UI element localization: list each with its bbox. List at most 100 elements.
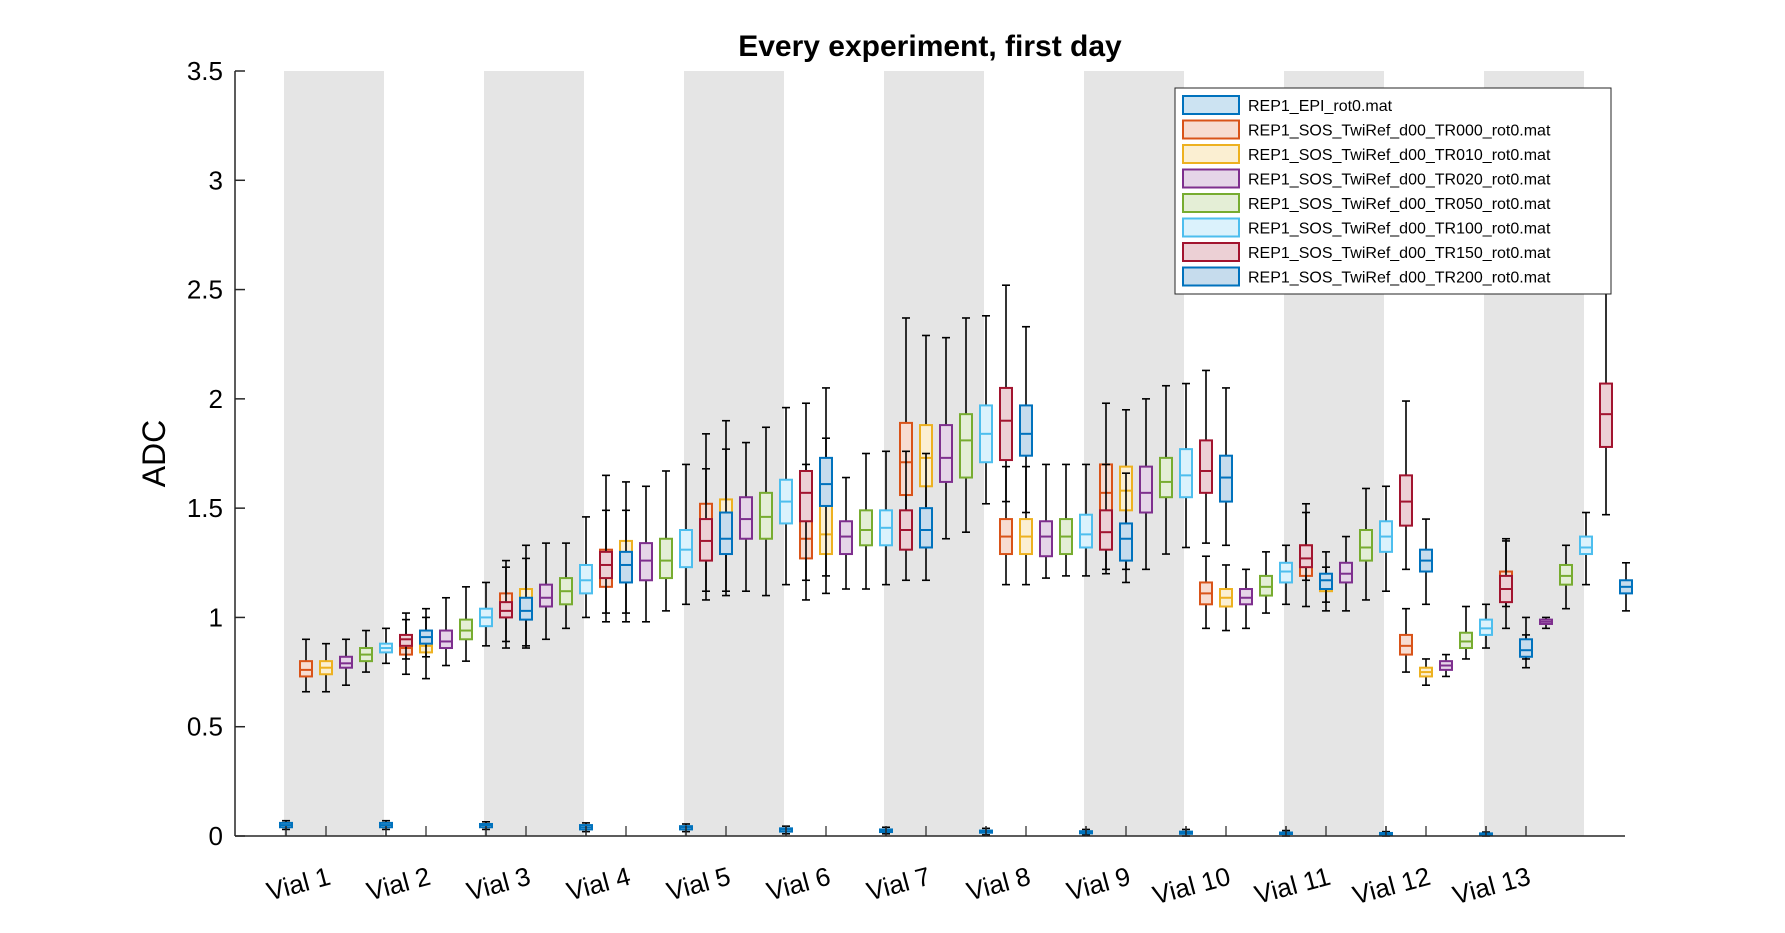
box-4-8 (719, 448, 733, 597)
box-1-2 (299, 638, 313, 693)
box-11-7 (1399, 400, 1413, 571)
box-5-4 (739, 441, 753, 593)
box-6-8 (919, 452, 933, 582)
box-2-8 (519, 557, 533, 647)
box-3-6 (579, 516, 593, 619)
x-tick-label: Vial 6 (763, 861, 833, 907)
box-4-5 (659, 470, 673, 612)
legend-entry: REP1_SOS_TwiRef_d00_TR020_rot0.mat (1248, 172, 1551, 189)
box-iqr (799, 469, 813, 523)
box-iqr (639, 542, 653, 582)
box-2-5 (459, 586, 473, 662)
box-6-5 (859, 452, 873, 590)
box-8-7 (1099, 463, 1113, 575)
legend-entry: REP1_SOS_TwiRef_d00_TR050_rot0.mat (1248, 196, 1551, 213)
box-iqr (1299, 544, 1313, 569)
box-10-4 (1239, 568, 1253, 630)
box-12-5 (1459, 605, 1473, 660)
box-iqr (1559, 563, 1573, 586)
box-12-3 (1419, 658, 1433, 686)
x-tick-label: Vial 7 (863, 861, 933, 907)
box-2-4 (439, 596, 453, 667)
box-10-3 (1219, 564, 1233, 632)
box-1-7 (399, 618, 413, 660)
legend-entry: REP1_SOS_TwiRef_d00_TR150_rot0.mat (1248, 245, 1551, 262)
legend-entry: REP1_SOS_TwiRef_d00_TR100_rot0.mat (1248, 221, 1551, 238)
legend-swatch (1182, 242, 1240, 262)
box-iqr (1479, 618, 1493, 636)
box-9-5 (1159, 384, 1173, 555)
box-iqr (1039, 520, 1053, 558)
box-iqr (1319, 572, 1333, 591)
box-13-8 (1619, 561, 1633, 612)
x-tick-label: Vial 5 (663, 861, 733, 907)
box-iqr (759, 491, 773, 540)
box-iqr (1359, 529, 1373, 562)
box-iqr (1119, 522, 1133, 562)
box-iqr (919, 507, 933, 549)
box-iqr (659, 537, 673, 580)
box-3-4 (539, 542, 553, 641)
box-iqr (539, 583, 553, 608)
box-12-6 (1479, 603, 1493, 649)
x-tick-label: Vial 8 (963, 861, 1033, 907)
box-iqr (739, 496, 753, 540)
box-1-5 (359, 629, 373, 673)
box-5-5 (759, 426, 773, 597)
x-tick-label: Vial 3 (463, 861, 533, 907)
box-9-4 (1139, 398, 1153, 571)
box-7-4 (939, 336, 953, 540)
box-iqr (1399, 633, 1413, 656)
box-10-5 (1259, 551, 1273, 614)
box-2-6 (479, 581, 493, 647)
box-6-4 (839, 476, 853, 590)
box-1-6 (379, 627, 393, 665)
box-6-6 (879, 450, 893, 586)
box-6-7 (899, 450, 913, 582)
chart-title: Every experiment, first day (738, 30, 1122, 63)
box-8-8 (1119, 472, 1133, 584)
box-8-5 (1059, 463, 1073, 577)
legend-entry: REP1_SOS_TwiRef_d00_TR010_rot0.mat (1248, 147, 1551, 164)
box-13-4 (1539, 616, 1553, 630)
box-8-4 (1039, 463, 1053, 579)
box-iqr (579, 563, 593, 595)
box-iqr (1339, 561, 1353, 584)
box-series (279, 284, 1633, 837)
box-1-8 (419, 616, 433, 658)
box-iqr (439, 629, 453, 650)
box-10-6 (1279, 544, 1293, 606)
x-tick-label: Vial 11 (1251, 861, 1333, 910)
legend: REP1_EPI_rot0.mat REP1_SOS_TwiRef_d00_TR0… (1174, 87, 1612, 295)
box-7-7 (999, 284, 1013, 503)
legend-swatch (1182, 266, 1240, 287)
y-tick-label: 1 (209, 602, 223, 632)
box-iqr (619, 550, 633, 584)
box-12-4 (1439, 653, 1453, 678)
box-iqr (1219, 454, 1233, 503)
box-13-6 (1579, 511, 1593, 586)
box-12-7 (1499, 537, 1513, 630)
box-10-7 (1299, 511, 1313, 582)
box-iqr (839, 520, 853, 556)
box-2-7 (499, 566, 513, 643)
box-3-5 (559, 542, 573, 630)
box-iqr (959, 413, 973, 479)
box-1-4 (339, 638, 353, 686)
shaded-vial-bands (284, 71, 1584, 836)
box-iqr (819, 456, 833, 507)
shaded-band (684, 71, 784, 836)
box-iqr (859, 509, 873, 547)
box-iqr (1519, 638, 1533, 658)
box-iqr (1399, 474, 1413, 527)
box-iqr (1459, 631, 1473, 650)
x-tick-label: Vial 13 (1449, 861, 1533, 910)
legend-box (1174, 87, 1612, 295)
box-iqr (1159, 456, 1173, 499)
legend-entry: REP1_SOS_TwiRef_d00_TR200_rot0.mat (1248, 270, 1551, 287)
box-10-8 (1319, 551, 1333, 612)
y-tick-label: 3.5 (187, 56, 223, 86)
y-tick-label: 2.5 (187, 275, 223, 305)
box-12-2 (1399, 607, 1413, 673)
